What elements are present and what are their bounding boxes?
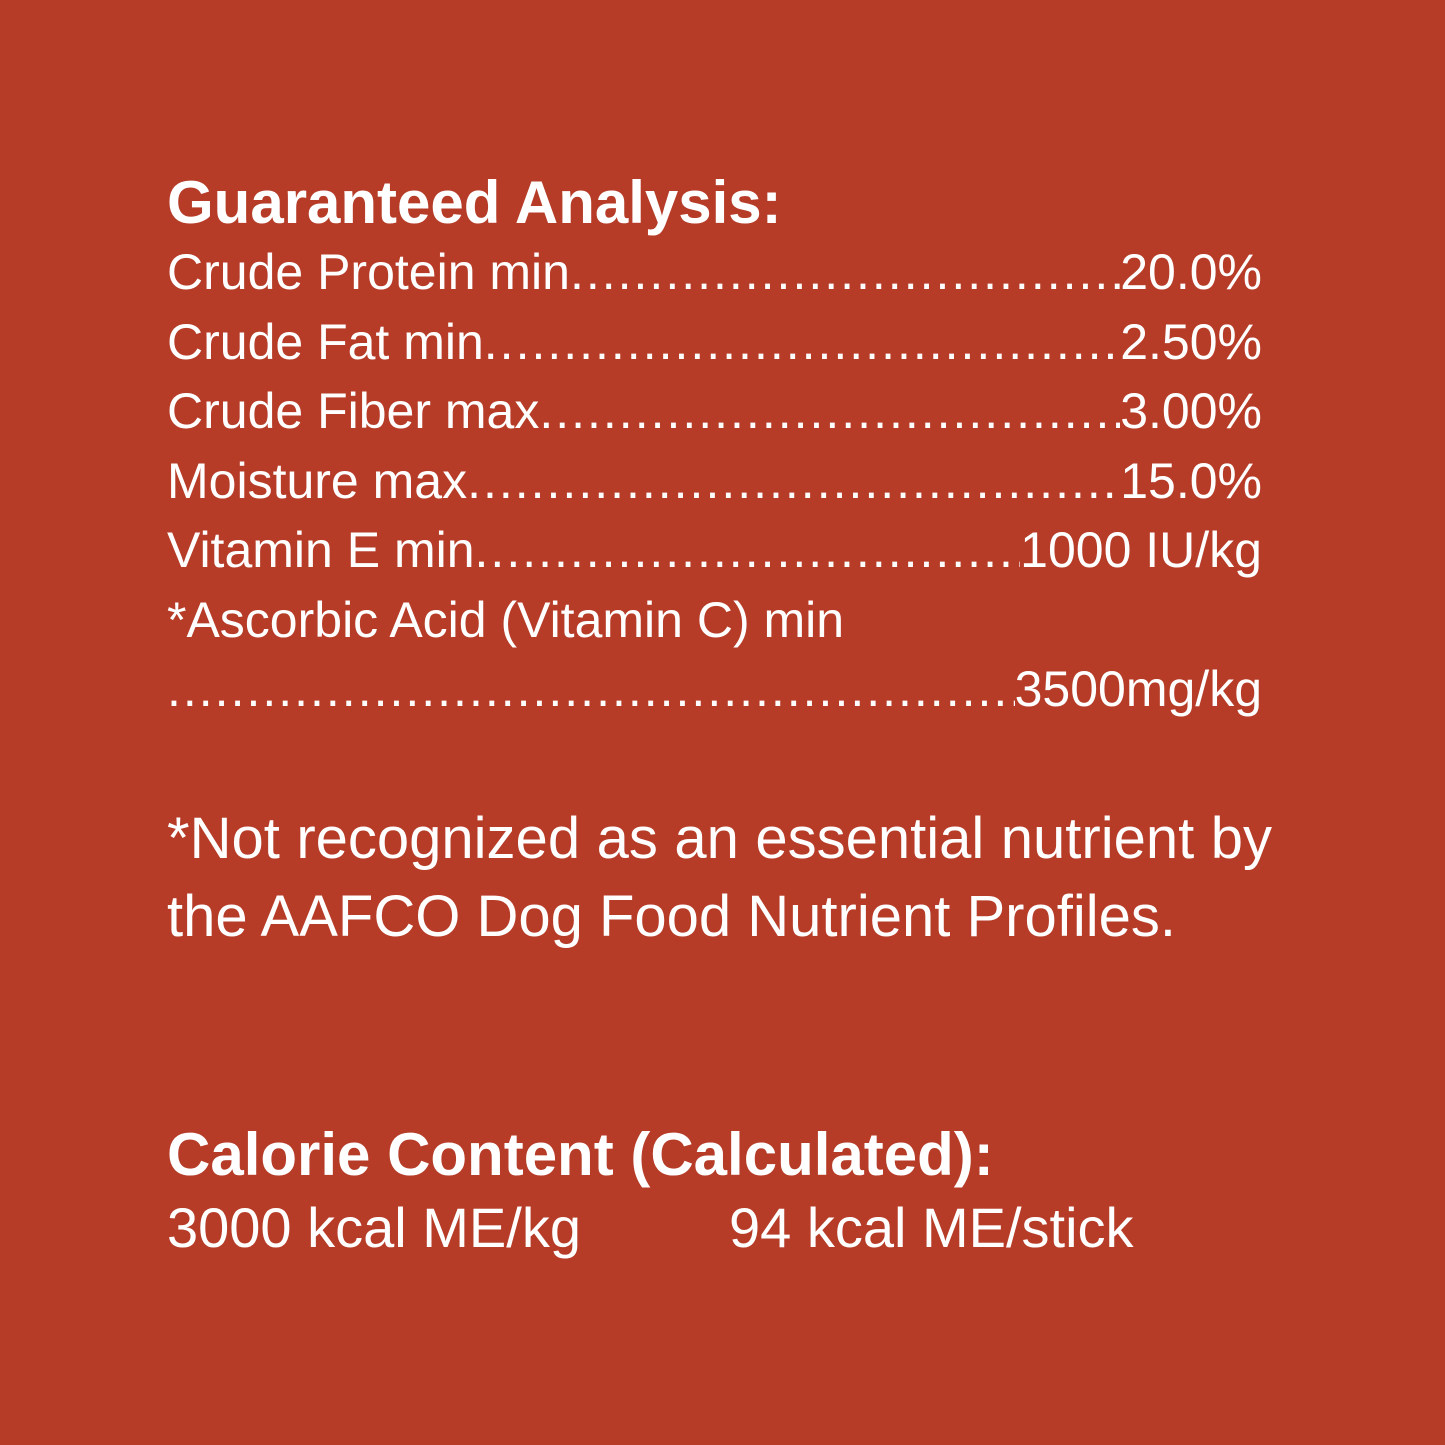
- analysis-row-protein: Crude Protein min 20.0%: [167, 238, 1262, 308]
- dot-leader: [570, 238, 1120, 308]
- analysis-row-vitamin-e: Vitamin E min 1000 IU/kg: [167, 516, 1262, 586]
- analysis-row-fiber: Crude Fiber max 3.00%: [167, 377, 1262, 447]
- calorie-title: Calorie Content (Calculated):: [167, 1121, 994, 1188]
- row-value: 3500mg/kg: [1014, 661, 1262, 717]
- row-label: Crude Protein min: [167, 244, 570, 300]
- calorie-values: 3000 kcal ME/kg 94 kcal ME/stick: [167, 1190, 1287, 1266]
- analysis-title: Guaranteed Analysis:: [167, 169, 782, 236]
- row-value: 2.50%: [1120, 313, 1262, 370]
- analysis-row-moisture: Moisture max 15.0%: [167, 447, 1262, 517]
- row-label: Moisture max: [167, 452, 468, 509]
- row-value: 1000 IU/kg: [1020, 522, 1262, 578]
- calories-per-kg: 3000 kcal ME/kg: [167, 1196, 581, 1259]
- dot-leader: [484, 308, 1120, 378]
- dot-leader: [167, 655, 1015, 725]
- row-label: Vitamin E min: [167, 522, 475, 578]
- dot-leader: [467, 447, 1120, 517]
- row-label: Crude Fiber max: [167, 383, 540, 439]
- calorie-content-section: Calorie Content (Calculated): 3000 kcal …: [167, 1120, 1287, 1266]
- analysis-row-vitamin-c-value: 3500mg/kg: [167, 655, 1262, 725]
- row-label: Crude Fat min: [167, 313, 484, 370]
- dot-leader: [475, 516, 1021, 586]
- analysis-row-fat: Crude Fat min 2.50%: [167, 308, 1262, 378]
- calories-per-stick: 94 kcal ME/stick: [728, 1196, 1134, 1259]
- row-label: *Ascorbic Acid (Vitamin C) min: [167, 591, 845, 648]
- analysis-row-vitamin-c-label: *Ascorbic Acid (Vitamin C) min: [167, 586, 1262, 656]
- row-value: 3.00%: [1120, 383, 1262, 439]
- row-value: 15.0%: [1120, 452, 1262, 509]
- row-value: 20.0%: [1120, 244, 1262, 300]
- dot-leader: [539, 377, 1120, 447]
- aafco-footnote: *Not recognized as an essential nutrient…: [167, 806, 1272, 949]
- guaranteed-analysis-section: Guaranteed Analysis: Crude Protein min 20…: [167, 168, 1262, 725]
